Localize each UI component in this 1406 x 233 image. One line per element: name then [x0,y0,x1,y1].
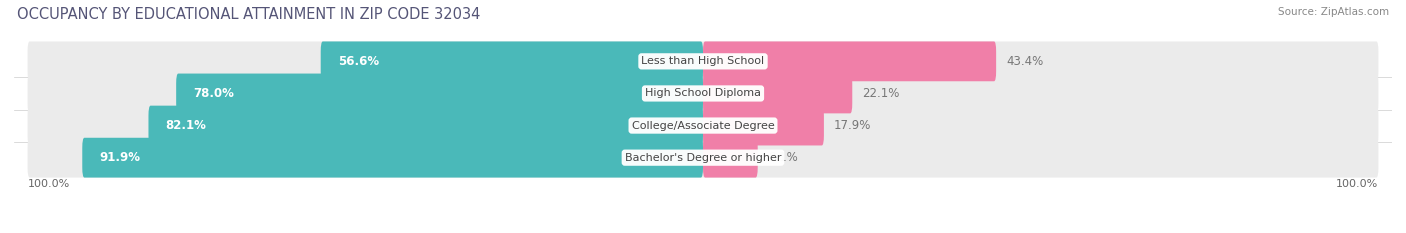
FancyBboxPatch shape [28,138,1378,178]
FancyBboxPatch shape [149,106,703,145]
FancyBboxPatch shape [321,41,703,81]
Text: 100.0%: 100.0% [28,179,70,189]
FancyBboxPatch shape [703,41,995,81]
FancyBboxPatch shape [28,41,1378,81]
FancyBboxPatch shape [703,106,824,145]
Text: Bachelor's Degree or higher: Bachelor's Degree or higher [624,153,782,163]
Text: High School Diploma: High School Diploma [645,89,761,99]
FancyBboxPatch shape [83,138,703,178]
FancyBboxPatch shape [703,74,852,113]
FancyBboxPatch shape [28,74,1378,113]
FancyBboxPatch shape [28,106,1378,145]
Text: 91.9%: 91.9% [100,151,141,164]
Text: 78.0%: 78.0% [193,87,233,100]
Text: 82.1%: 82.1% [166,119,207,132]
FancyBboxPatch shape [176,74,703,113]
Text: 8.1%: 8.1% [768,151,797,164]
Text: 22.1%: 22.1% [862,87,900,100]
Text: 56.6%: 56.6% [337,55,378,68]
Text: OCCUPANCY BY EDUCATIONAL ATTAINMENT IN ZIP CODE 32034: OCCUPANCY BY EDUCATIONAL ATTAINMENT IN Z… [17,7,481,22]
Text: 100.0%: 100.0% [1336,179,1378,189]
FancyBboxPatch shape [703,138,758,178]
Text: 17.9%: 17.9% [834,119,872,132]
Text: 43.4%: 43.4% [1007,55,1043,68]
Text: Less than High School: Less than High School [641,56,765,66]
Text: Source: ZipAtlas.com: Source: ZipAtlas.com [1278,7,1389,17]
Text: College/Associate Degree: College/Associate Degree [631,120,775,130]
